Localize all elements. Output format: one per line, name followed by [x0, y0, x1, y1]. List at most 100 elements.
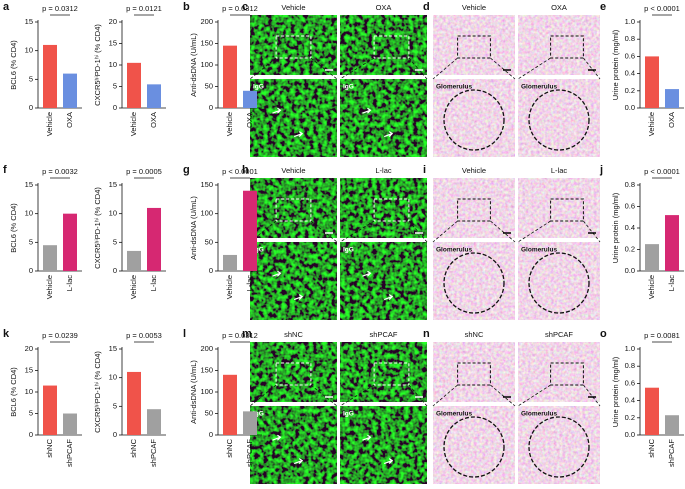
y-tick-label: 200 — [200, 344, 213, 353]
micrograph-inset — [518, 406, 600, 484]
glomerulus-outline — [443, 416, 505, 478]
bar — [645, 56, 659, 108]
y-axis-label: CXCR5ʰⁱPD-1ʰⁱ (% CD4) — [93, 351, 102, 433]
y-tick-label: 0.8 — [625, 180, 635, 189]
panel-letter: e — [600, 1, 606, 13]
y-axis-label: Urine protein (mg/ml) — [611, 356, 620, 427]
y-axis-label: Urine protein (mg/ml) — [611, 29, 620, 100]
condition-label: shNC — [465, 330, 484, 339]
zoom-line — [583, 220, 601, 243]
bar — [127, 371, 141, 435]
condition-label: shPCAF — [545, 330, 573, 339]
zoom-line — [583, 384, 601, 407]
x-tick-label: shPCAF — [245, 439, 254, 467]
y-tick-label: 150 — [200, 38, 213, 47]
zoom-box — [275, 35, 312, 59]
x-tick-label: shNC — [225, 438, 234, 457]
y-tick-label: 20 — [109, 17, 117, 26]
y-tick-label: 0 — [29, 103, 33, 112]
micrograph-inset — [433, 79, 515, 157]
y-tick-label: 50 — [205, 237, 213, 246]
x-tick-label: shNC — [129, 438, 138, 457]
bar — [63, 213, 77, 271]
micrograph — [518, 15, 600, 75]
y-tick-label: 100 — [200, 209, 213, 218]
micrograph-inset — [250, 242, 337, 320]
glomerulus-outline — [528, 416, 590, 478]
y-tick-label: 0.4 — [625, 223, 635, 232]
micrograph — [518, 178, 600, 238]
y-tick-label: 5 — [29, 74, 33, 83]
bar — [223, 45, 237, 108]
y-tick-label: 0.6 — [625, 378, 635, 387]
y-tick-label: 15 — [109, 344, 117, 353]
p-value: p = 0.0312 — [222, 4, 258, 13]
y-tick-label: 10 — [109, 209, 117, 218]
panel-letter: m — [242, 328, 252, 340]
bar — [43, 44, 57, 108]
bar — [43, 245, 57, 271]
arrow — [293, 458, 304, 465]
bar — [147, 207, 161, 271]
micrograph — [250, 342, 337, 402]
y-tick-label: 200 — [200, 17, 213, 26]
y-tick-label: 100 — [200, 60, 213, 69]
inset-label: Glomerulus — [436, 84, 473, 91]
inset-label: IgG — [253, 247, 264, 254]
zoom-line — [517, 384, 551, 407]
micrograph-inset — [518, 79, 600, 157]
bar — [243, 90, 257, 108]
condition-label: Vehicle — [462, 166, 486, 175]
micrograph — [250, 178, 337, 238]
panel-letter: i — [423, 164, 426, 176]
bar — [243, 411, 257, 435]
p-value: p < 0.0001 — [222, 167, 258, 176]
p-value: p = 0.0121 — [126, 4, 162, 13]
zoom-box — [373, 35, 410, 59]
y-axis-label: Anti-dsDNA (U/mL) — [189, 196, 198, 260]
condition-label: L-lac — [375, 166, 392, 175]
zoom-line — [517, 57, 551, 80]
bar — [127, 250, 141, 271]
y-axis-label: BCL6 (% CD4) — [9, 203, 18, 253]
micrograph-inset — [250, 79, 337, 157]
x-tick-label: Vehicle — [647, 275, 656, 299]
y-tick-label: 0.2 — [625, 86, 635, 95]
x-tick-label: shNC — [647, 438, 656, 457]
p-value: p < 0.0001 — [644, 167, 680, 176]
zoom-box — [457, 198, 491, 222]
p-value: p = 0.0312 — [222, 331, 258, 340]
x-tick-label: OXA — [245, 112, 254, 128]
zoom-line — [432, 57, 458, 80]
y-axis-label: Anti-dsDNA (U/mL) — [189, 360, 198, 424]
y-tick-label: 0.8 — [625, 34, 635, 43]
x-tick-label: shPCAF — [667, 439, 676, 467]
y-tick-label: 0.8 — [625, 361, 635, 370]
condition-label: OXA — [376, 3, 392, 12]
x-tick-label: Vehicle — [647, 112, 656, 136]
zoom-line — [583, 57, 601, 80]
bar — [665, 415, 679, 435]
panel-letter: f — [3, 164, 7, 176]
micrograph — [340, 178, 427, 238]
y-tick-label: 50 — [205, 408, 213, 417]
x-tick-label: OXA — [149, 112, 158, 128]
zoom-box — [550, 362, 584, 386]
inset-label: Glomerulus — [521, 84, 558, 91]
arrow — [272, 270, 282, 277]
zoom-line — [249, 384, 277, 407]
inset-label: Glomerulus — [436, 411, 473, 418]
micrograph-inset — [250, 406, 337, 484]
micrograph — [433, 342, 515, 402]
condition-label: Vehicle — [462, 3, 486, 12]
y-tick-label: 10 — [109, 373, 117, 382]
panel-letter: k — [3, 328, 10, 340]
inset-label: IgG — [343, 411, 354, 418]
y-tick-label: 150 — [200, 365, 213, 374]
y-tick-label: 0.2 — [625, 413, 635, 422]
y-tick-label: 10 — [25, 209, 33, 218]
p-value: p = 0.0312 — [42, 4, 78, 13]
zoom-line — [249, 57, 277, 80]
y-tick-label: 15 — [25, 180, 33, 189]
